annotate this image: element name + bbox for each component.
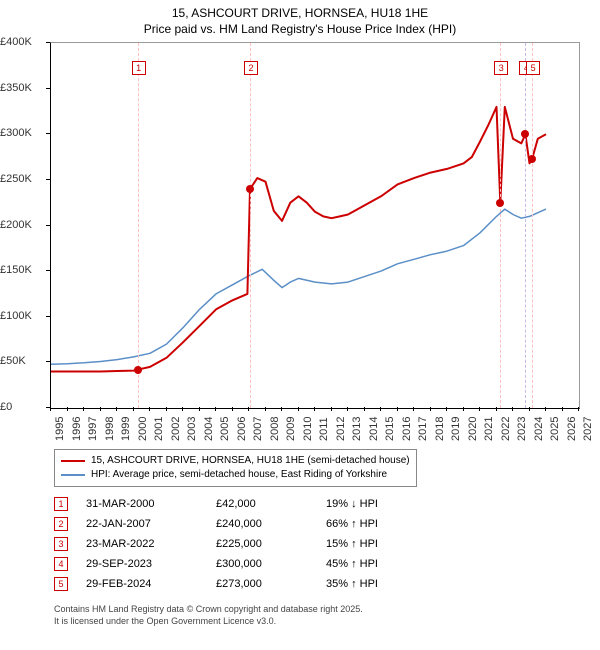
sales-delta: 19% ↓ HPI bbox=[326, 498, 416, 510]
ytick-label: £100K bbox=[0, 310, 46, 322]
sales-row-marker: 4 bbox=[54, 557, 68, 571]
ytick-label: £350K bbox=[0, 82, 46, 94]
xtick-label: 2023 bbox=[516, 417, 528, 441]
legend-row-hpi: HPI: Average price, semi-detached house,… bbox=[61, 468, 410, 482]
sales-row-marker: 1 bbox=[54, 497, 68, 511]
sales-date: 23-MAR-2022 bbox=[86, 538, 216, 550]
footer-line-2: It is licensed under the Open Government… bbox=[54, 616, 363, 628]
xtick-label: 1995 bbox=[54, 417, 66, 441]
xtick-label: 2005 bbox=[219, 417, 231, 441]
xtick-label: 2021 bbox=[483, 417, 495, 441]
marker-badge-1: 1 bbox=[132, 61, 146, 75]
title-line-2: Price paid vs. HM Land Registry's House … bbox=[0, 22, 600, 38]
xtick-label: 2010 bbox=[302, 417, 314, 441]
xtick-label: 2008 bbox=[269, 417, 281, 441]
sales-date: 29-FEB-2024 bbox=[86, 578, 216, 590]
sales-price: £240,000 bbox=[216, 518, 326, 530]
legend: 15, ASHCOURT DRIVE, HORNSEA, HU18 1HE (s… bbox=[54, 449, 417, 487]
ytick-label: £400K bbox=[0, 36, 46, 48]
xtick-label: 2004 bbox=[203, 417, 215, 441]
legend-swatch-price bbox=[61, 460, 85, 462]
xtick-label: 2027 bbox=[582, 417, 594, 441]
xtick-label: 1999 bbox=[120, 417, 132, 441]
marker-guideline bbox=[525, 43, 526, 408]
sales-delta: 15% ↑ HPI bbox=[326, 538, 416, 550]
sales-date: 29-SEP-2023 bbox=[86, 558, 216, 570]
sales-row: 3 23-MAR-2022£225,00015% ↑ HPI bbox=[54, 534, 416, 554]
xtick-label: 2016 bbox=[401, 417, 413, 441]
sales-row: 4 29-SEP-2023£300,00045% ↑ HPI bbox=[54, 554, 416, 574]
xtick-label: 2000 bbox=[137, 417, 149, 441]
sale-point bbox=[496, 199, 504, 207]
legend-label-price: 15, ASHCOURT DRIVE, HORNSEA, HU18 1HE (s… bbox=[91, 454, 410, 468]
xtick-label: 1996 bbox=[71, 417, 83, 441]
xtick-label: 2024 bbox=[533, 417, 545, 441]
xtick-label: 2012 bbox=[335, 417, 347, 441]
chart-title: 15, ASHCOURT DRIVE, HORNSEA, HU18 1HE Pr… bbox=[0, 0, 600, 37]
sales-price: £225,000 bbox=[216, 538, 326, 550]
xtick-label: 2003 bbox=[186, 417, 198, 441]
sales-row: 5 29-FEB-2024£273,00035% ↑ HPI bbox=[54, 574, 416, 594]
marker-guideline bbox=[500, 43, 501, 408]
xtick-label: 2026 bbox=[566, 417, 578, 441]
chart-container: 15, ASHCOURT DRIVE, HORNSEA, HU18 1HE Pr… bbox=[0, 0, 600, 650]
sales-row-marker: 5 bbox=[54, 577, 68, 591]
ytick-label: £50K bbox=[0, 355, 46, 367]
footer-note: Contains HM Land Registry data © Crown c… bbox=[54, 604, 363, 627]
legend-swatch-hpi bbox=[61, 474, 85, 476]
xtick-label: 2015 bbox=[384, 417, 396, 441]
xtick-label: 2020 bbox=[467, 417, 479, 441]
ytick-label: £300K bbox=[0, 127, 46, 139]
plot-area: 12345 bbox=[50, 42, 580, 409]
xtick-label: 2006 bbox=[236, 417, 248, 441]
marker-guideline bbox=[250, 43, 251, 408]
sales-date: 31-MAR-2000 bbox=[86, 498, 216, 510]
marker-badge-2: 2 bbox=[244, 61, 258, 75]
sales-delta: 66% ↑ HPI bbox=[326, 518, 416, 530]
xtick-label: 2019 bbox=[450, 417, 462, 441]
sale-point bbox=[521, 130, 529, 138]
xtick-label: 2013 bbox=[351, 417, 363, 441]
xtick-label: 1998 bbox=[104, 417, 116, 441]
sales-price: £273,000 bbox=[216, 578, 326, 590]
xtick-label: 2007 bbox=[252, 417, 264, 441]
ytick-label: £150K bbox=[0, 264, 46, 276]
sales-row-marker: 3 bbox=[54, 537, 68, 551]
sales-row: 1 31-MAR-2000£42,00019% ↓ HPI bbox=[54, 494, 416, 514]
xtick-label: 2022 bbox=[500, 417, 512, 441]
marker-badge-3: 3 bbox=[494, 61, 508, 75]
sales-row-marker: 2 bbox=[54, 517, 68, 531]
xtick-label: 2011 bbox=[318, 417, 330, 441]
sales-price: £300,000 bbox=[216, 558, 326, 570]
sale-point bbox=[246, 185, 254, 193]
xtick-label: 2001 bbox=[153, 417, 165, 441]
sales-delta: 45% ↑ HPI bbox=[326, 558, 416, 570]
ytick-label: £200K bbox=[0, 219, 46, 231]
xtick-label: 2017 bbox=[417, 417, 429, 441]
xtick-label: 2009 bbox=[285, 417, 297, 441]
sales-table: 1 31-MAR-2000£42,00019% ↓ HPI 2 22-JAN-2007… bbox=[54, 494, 416, 594]
sales-price: £42,000 bbox=[216, 498, 326, 510]
xtick-label: 2002 bbox=[170, 417, 182, 441]
marker-guideline bbox=[138, 43, 139, 408]
sale-point bbox=[528, 155, 536, 163]
legend-label-hpi: HPI: Average price, semi-detached house,… bbox=[91, 468, 387, 482]
footer-line-1: Contains HM Land Registry data © Crown c… bbox=[54, 604, 363, 616]
marker-badge-5: 5 bbox=[526, 61, 540, 75]
sales-date: 22-JAN-2007 bbox=[86, 518, 216, 530]
sale-point bbox=[134, 366, 142, 374]
xtick-label: 2018 bbox=[434, 417, 446, 441]
sales-row: 2 22-JAN-2007£240,00066% ↑ HPI bbox=[54, 514, 416, 534]
xtick-label: 1997 bbox=[87, 417, 99, 441]
legend-row-price: 15, ASHCOURT DRIVE, HORNSEA, HU18 1HE (s… bbox=[61, 454, 410, 468]
ytick-label: £250K bbox=[0, 173, 46, 185]
xtick-label: 2025 bbox=[549, 417, 561, 441]
title-line-1: 15, ASHCOURT DRIVE, HORNSEA, HU18 1HE bbox=[0, 6, 600, 22]
xtick-label: 2014 bbox=[368, 417, 380, 441]
marker-guideline bbox=[532, 43, 533, 408]
sales-delta: 35% ↑ HPI bbox=[326, 578, 416, 590]
ytick-label: £0 bbox=[0, 401, 46, 413]
